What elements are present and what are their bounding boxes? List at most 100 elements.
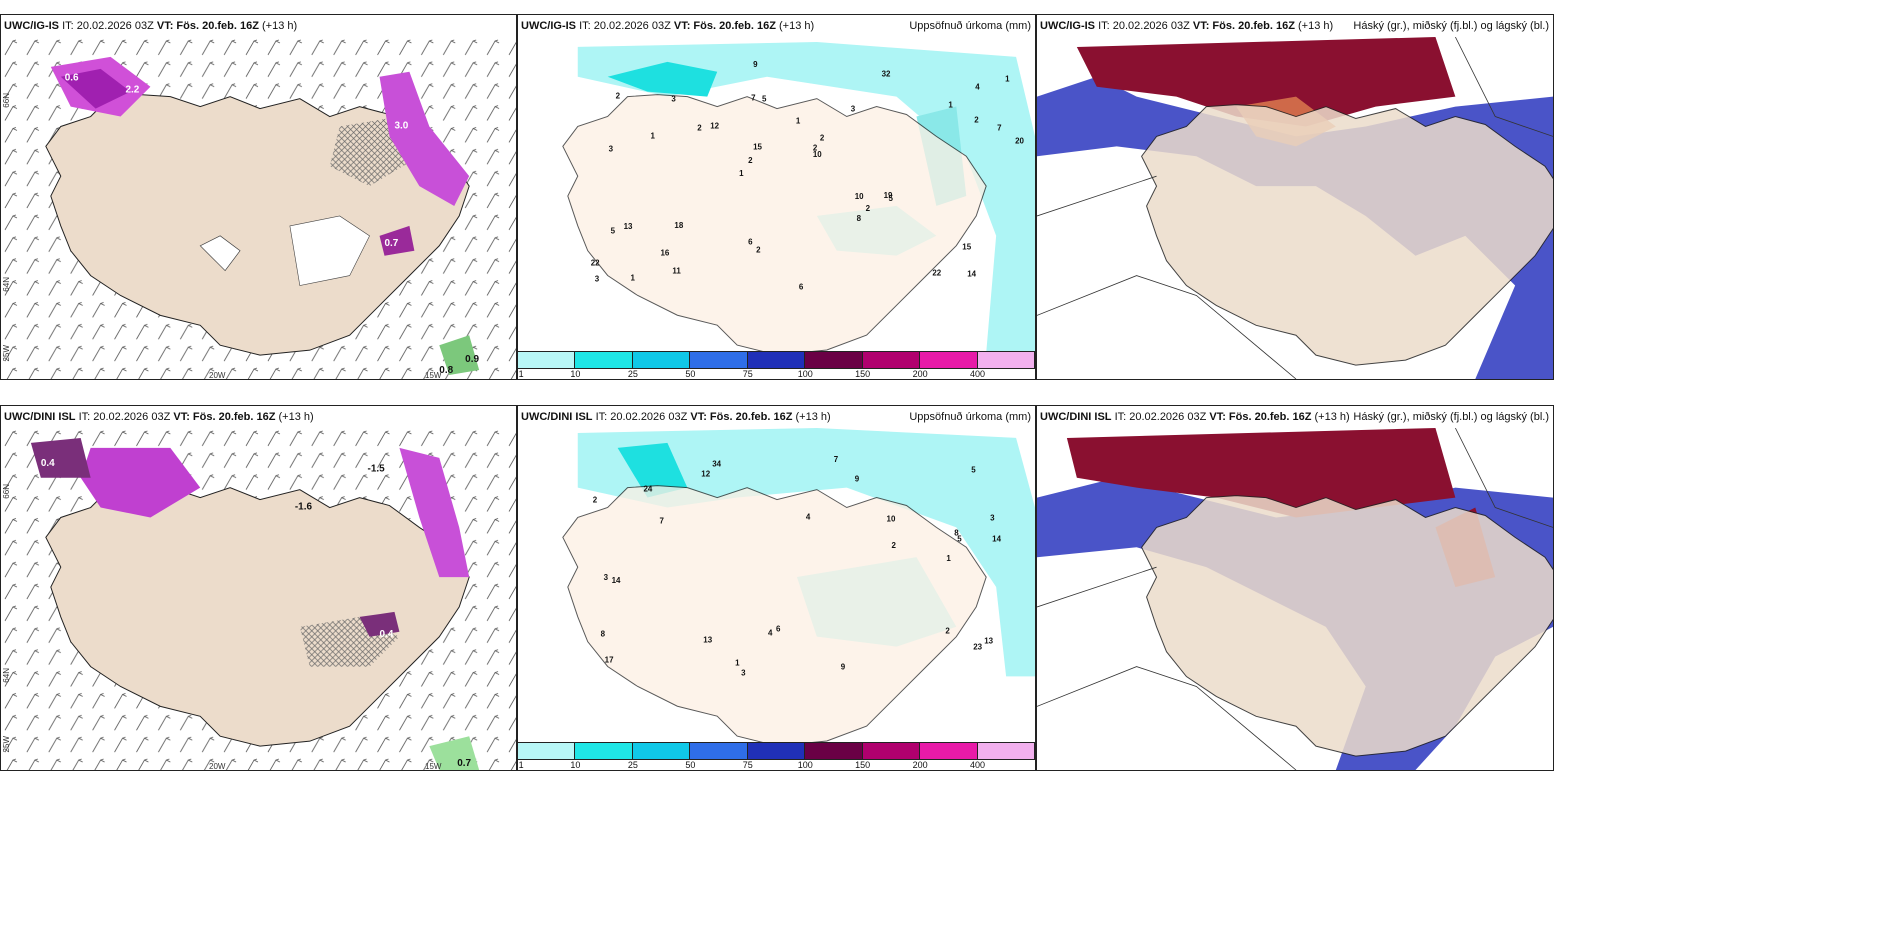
colorbar-swatch: [575, 743, 633, 759]
precip-amount-label: 4: [975, 83, 980, 92]
colorbar-tick: 100: [797, 760, 813, 770]
colorbar-swatch: [690, 352, 748, 368]
precip-amount-label: 15: [753, 142, 762, 151]
colorbar: [518, 351, 1035, 369]
precip-amount-label: 14: [992, 534, 1001, 543]
precip-amount-label: 3: [609, 144, 614, 153]
precip-amount-label: 18: [674, 221, 683, 230]
precip-amount-label: 23: [973, 643, 982, 652]
svg-text:2.2: 2.2: [126, 85, 140, 96]
svg-text:0: 0: [66, 478, 72, 489]
colorbar-swatch: [805, 352, 863, 368]
panel-title: UWC/DINI ISL IT: 20.02.2026 03Z VT: Fös.…: [4, 411, 314, 423]
precip-amount-label: 2: [756, 246, 761, 255]
cloud-title: Háský (gr.), miðský (fj.bl.) og lágský (…: [1353, 20, 1549, 32]
precip-amount-label: 22: [932, 268, 941, 277]
precip-amount-label: 10: [855, 192, 864, 201]
colorbar-tick: 75: [742, 369, 753, 379]
lat-label: 66N: [2, 484, 11, 499]
panel-cloud-igis: UWC/IG-IS IT: 20.02.2026 03Z VT: Fös. 20…: [1036, 14, 1554, 380]
panel-title: UWC/DINI ISL IT: 20.02.2026 03Z VT: Fös.…: [1040, 411, 1350, 423]
precip-amount-label: 9: [841, 662, 846, 671]
precip-amount-label: 22: [591, 259, 600, 268]
precip-amount-label: 2: [593, 496, 598, 505]
svg-text:0.4: 0.4: [380, 629, 394, 640]
precip-amount-label: 1: [1005, 75, 1010, 84]
precip-amount-label: 3: [671, 95, 676, 104]
precip-amount-label: 4: [768, 629, 773, 638]
precip-amount-label: 2: [820, 133, 825, 142]
colorbar-tick: 10: [570, 760, 581, 770]
colorbar-tick: 200: [912, 760, 928, 770]
colorbar-tick: 50: [685, 760, 696, 770]
precip-amount-label: 3: [604, 573, 609, 582]
precip-amount-label: 6: [776, 625, 781, 634]
colorbar-swatch: [690, 743, 748, 759]
colorbar-swatch: [632, 743, 691, 759]
colorbar: [518, 742, 1035, 760]
colorbar-swatch: [805, 743, 863, 759]
precip-amount-label: 15: [962, 243, 971, 252]
colorbar-swatch: [518, 352, 576, 368]
lat-label: 66N: [2, 93, 11, 108]
precip-amount-label: 13: [984, 637, 993, 646]
svg-text:0.7: 0.7: [457, 758, 471, 769]
precip-amount-label: 3: [851, 105, 856, 114]
svg-text:-1.6: -1.6: [295, 502, 313, 513]
panel-snow-igis: UWC/IG-IS IT: 20.02.2026 03Z VT: Fös. 20…: [0, 14, 517, 380]
precip-amount-label: 7: [997, 123, 1002, 132]
precip-amount-label: 5: [957, 534, 962, 543]
colorbar-swatch: [747, 743, 806, 759]
precip-amount-label: 1: [948, 101, 953, 110]
precip-amount-label: 2: [892, 541, 897, 550]
colorbar-tick: 150: [855, 369, 871, 379]
svg-text:0.7: 0.7: [385, 238, 399, 249]
colorbar-swatch: [920, 743, 978, 759]
map-cloud: [1037, 37, 1553, 379]
precip-amount-label: 32: [882, 70, 891, 79]
colorbar-tick: 200: [912, 369, 928, 379]
precip-amount-label: 5: [611, 227, 616, 236]
panel-snow-dini: UWC/DINI ISL IT: 20.02.2026 03Z VT: Fös.…: [0, 405, 517, 771]
lat-label: 64N: [2, 668, 11, 683]
precip-amount-label: 3: [595, 274, 600, 283]
precip-amount-label: 10: [887, 514, 896, 523]
colorbar-swatch: [862, 352, 921, 368]
panel-title: UWC/IG-IS IT: 20.02.2026 03Z VT: Fös. 20…: [1040, 20, 1334, 32]
precip-amount-label: 13: [624, 222, 633, 231]
colorbar-tick: 1: [518, 760, 524, 770]
precip-amount-label: 8: [954, 528, 959, 537]
cloud-title: Háský (gr.), miðský (fj.bl.) og lágský (…: [1353, 411, 1549, 423]
precip-amount-label: 3: [990, 513, 995, 522]
precip-amount-label: 2: [616, 92, 621, 101]
precip-amount-label: 1: [735, 659, 740, 668]
map-snow-wind: 0.6 2.2 3.0 0.7 0.8 0.9: [1, 37, 516, 379]
colorbar-tick: 50: [685, 369, 696, 379]
svg-text:0.9: 0.9: [465, 354, 479, 365]
precip-amount-label: 13: [703, 636, 712, 645]
precip-amount-label: 8: [857, 214, 862, 223]
precip-amount-label: 3: [741, 668, 746, 677]
precip-amount-label: 8: [601, 630, 606, 639]
precip-amount-label: 7: [659, 516, 664, 525]
colorbar-tick: 400: [970, 369, 986, 379]
precip-amount-label: 17: [605, 656, 614, 665]
map-cloud: [1037, 428, 1553, 770]
precip-amount-label: 10: [813, 150, 822, 159]
precip-amount-label: 7: [751, 94, 756, 103]
precip-amount-label: 11: [672, 267, 681, 276]
lon-label: 25W: [2, 736, 11, 753]
colorbar-swatch: [862, 743, 921, 759]
panel-title: UWC/IG-IS IT: 20.02.2026 03Z VT: Fös. 20…: [4, 20, 298, 32]
precip-amount-label: 9: [855, 475, 860, 484]
colorbar-ticks: 1 10 25 50 75 100 150 200 400: [518, 369, 1035, 379]
lat-label: 64N: [2, 277, 11, 292]
precip-amount-label: 6: [799, 282, 804, 291]
precip-amount-label: 2: [697, 123, 702, 132]
precip-amount-label: 5: [762, 95, 767, 104]
precip-amount-label: 2: [974, 115, 979, 124]
precip-amount-label: 2: [813, 143, 818, 152]
panel-title: UWC/DINI ISL IT: 20.02.2026 03Z VT: Fös.…: [521, 411, 831, 423]
panel-precip-igis: UWC/IG-IS IT: 20.02.2026 03Z VT: Fös. 20…: [517, 14, 1036, 380]
precip-amount-label: 2: [945, 627, 950, 636]
